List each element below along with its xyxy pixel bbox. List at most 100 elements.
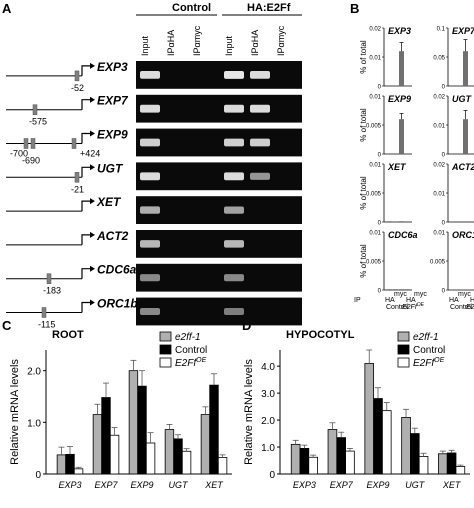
mini-tick-label: 0.005 — [366, 124, 382, 130]
y-tick-label: 3.0 — [261, 389, 275, 400]
lane-label: Input — [140, 35, 150, 56]
bar — [345, 450, 355, 475]
mini-tick-label: 0.01 — [433, 231, 445, 237]
mini-bar — [387, 221, 392, 222]
x-tick-label: UGT — [405, 480, 426, 490]
gel-band — [224, 104, 244, 113]
lane-label: IPαHA — [250, 30, 260, 56]
x-tick-label: EXP9 — [130, 480, 153, 490]
legend-swatch — [159, 344, 172, 355]
mini-gene-label: EXP3 — [388, 26, 411, 36]
mini-y-label: % of total — [359, 244, 368, 278]
bar — [418, 456, 429, 475]
mini-tick-label: 0.005 — [430, 260, 446, 266]
mini-tick-label: 0.01 — [433, 192, 445, 198]
legend-swatch — [397, 331, 410, 342]
gel-band — [224, 240, 244, 248]
bar — [128, 370, 139, 475]
y-tick-label: 1.0 — [261, 443, 275, 454]
x-tick-label: EXP9 — [366, 480, 389, 490]
bar — [217, 457, 228, 475]
gene-name: UGT — [97, 161, 124, 175]
mini-tick-label: 0.02 — [433, 163, 445, 169]
x-tick-label: HA — [385, 297, 395, 304]
panel-b-chip-quantification: 0.02 0.01 0 EXP3 % of total 0.1 0.05 0 EXP7 0.01 0… — [354, 26, 474, 311]
bar — [200, 414, 211, 475]
mini-gene-label: EXP7 — [452, 26, 474, 36]
gel-band — [140, 172, 160, 181]
bar — [209, 384, 219, 475]
mini-tick-label: 0 — [378, 289, 382, 295]
bar — [137, 385, 147, 475]
mini-tick-label: 0 — [378, 85, 382, 91]
legend-swatch — [159, 357, 172, 368]
position-label: -700 — [10, 149, 28, 159]
mini-bar — [399, 119, 404, 154]
legend-label-name: e2ff-1 — [175, 332, 201, 343]
tss-arrowhead — [90, 299, 95, 306]
tss-arrowhead — [90, 265, 95, 272]
gel-band — [250, 172, 270, 180]
group-label-name: E2Ff — [466, 304, 474, 311]
mini-tick-label: 0.02 — [433, 95, 445, 101]
mini-tick-label: 0.01 — [369, 163, 381, 169]
gene-name: ORC1b — [97, 297, 138, 311]
legend-label: Control — [413, 345, 445, 356]
bar — [109, 434, 120, 475]
legend-label: E2FfOE — [175, 357, 207, 369]
x-tick-label: EXP3 — [58, 480, 81, 490]
mini-tick-label: 0.01 — [369, 95, 381, 101]
group-label-oe: E2FfOE — [466, 302, 474, 311]
legend-label: e2ff-1 — [175, 332, 201, 343]
bar — [56, 454, 67, 475]
x-tick-label: EXP7 — [330, 480, 354, 490]
bar — [164, 429, 175, 475]
y-tick-label: 2.0 — [27, 367, 41, 378]
panel-letter-d: D — [242, 318, 251, 333]
bar — [410, 433, 420, 475]
mini-tick-label: 0 — [378, 221, 382, 227]
y-axis-label: Relative mRNA levels — [9, 359, 21, 465]
gel-strip — [136, 162, 302, 191]
gel-band — [250, 138, 270, 147]
mini-bar — [463, 51, 468, 86]
gel-band — [250, 71, 270, 79]
x-tick-label: HA — [406, 297, 416, 304]
mini-tick-label: 0.01 — [369, 56, 381, 62]
bar — [73, 468, 84, 475]
legend-label-name: E2Ff — [413, 358, 435, 369]
y-axis-label: Relative mRNA levels — [243, 359, 255, 465]
group-label-oe: E2FfOE — [402, 302, 425, 311]
legend-label: Control — [175, 345, 207, 356]
bar — [381, 410, 392, 475]
legend-label: E2FfOE — [413, 357, 445, 369]
mini-bar — [399, 289, 404, 290]
gel-strip — [136, 263, 302, 292]
legend-swatch — [397, 357, 410, 368]
x-tick-label: HA — [470, 297, 474, 304]
tss-arrowhead — [90, 62, 95, 69]
bar — [101, 397, 111, 475]
mini-bar — [399, 221, 404, 222]
gene-name: CDC6a — [97, 263, 137, 277]
gel-strip — [136, 297, 302, 326]
mini-gene-label: ACT2 — [451, 162, 474, 172]
gel-band — [224, 206, 244, 214]
mini-bar — [393, 289, 398, 290]
bar — [373, 398, 383, 475]
tss-arrow — [81, 132, 92, 144]
mini-tick-label: 0.005 — [366, 192, 382, 198]
mini-y-label: % of total — [359, 176, 368, 210]
tss-arrowhead — [90, 231, 95, 238]
tss-arrowhead — [90, 130, 95, 137]
mini-y-label: % of total — [359, 108, 368, 142]
gel-band — [140, 104, 160, 113]
e2f-site-box — [71, 138, 77, 149]
bar — [401, 416, 411, 475]
y-tick-label: 2.0 — [261, 416, 275, 427]
e2f-site-box — [30, 138, 36, 149]
e2f-site-box — [74, 172, 80, 183]
tss-arrowhead — [90, 164, 95, 171]
e2f-site-box — [32, 104, 38, 115]
